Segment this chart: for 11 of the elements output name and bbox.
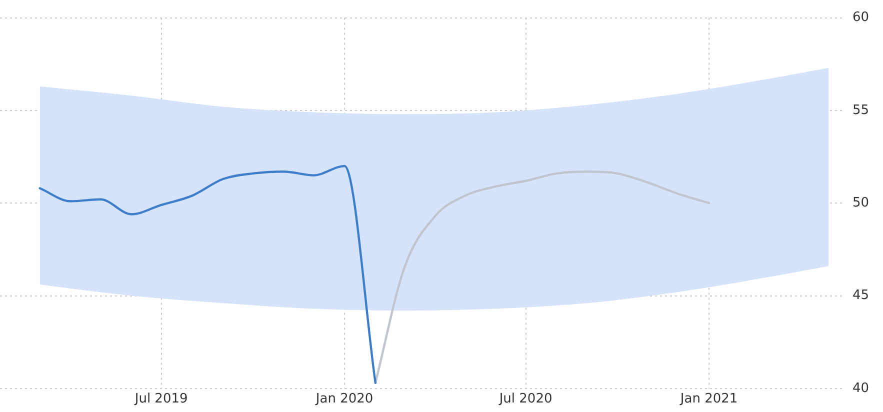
x-tick-label: Jan 2020 <box>314 392 374 407</box>
x-tick-label: Jul 2020 <box>498 392 552 407</box>
line-series <box>38 164 377 384</box>
y-tick-label: 45 <box>852 288 870 304</box>
x-tick-label: Jan 2021 <box>679 392 738 407</box>
y-tick-label: 60 <box>852 10 870 26</box>
y-tick-label: 55 <box>852 102 870 118</box>
y-tick-label: 40 <box>852 380 870 396</box>
line-series <box>374 170 710 384</box>
y-tick-label: 50 <box>852 195 870 210</box>
x-tick-label: Jul 2019 <box>134 392 188 407</box>
